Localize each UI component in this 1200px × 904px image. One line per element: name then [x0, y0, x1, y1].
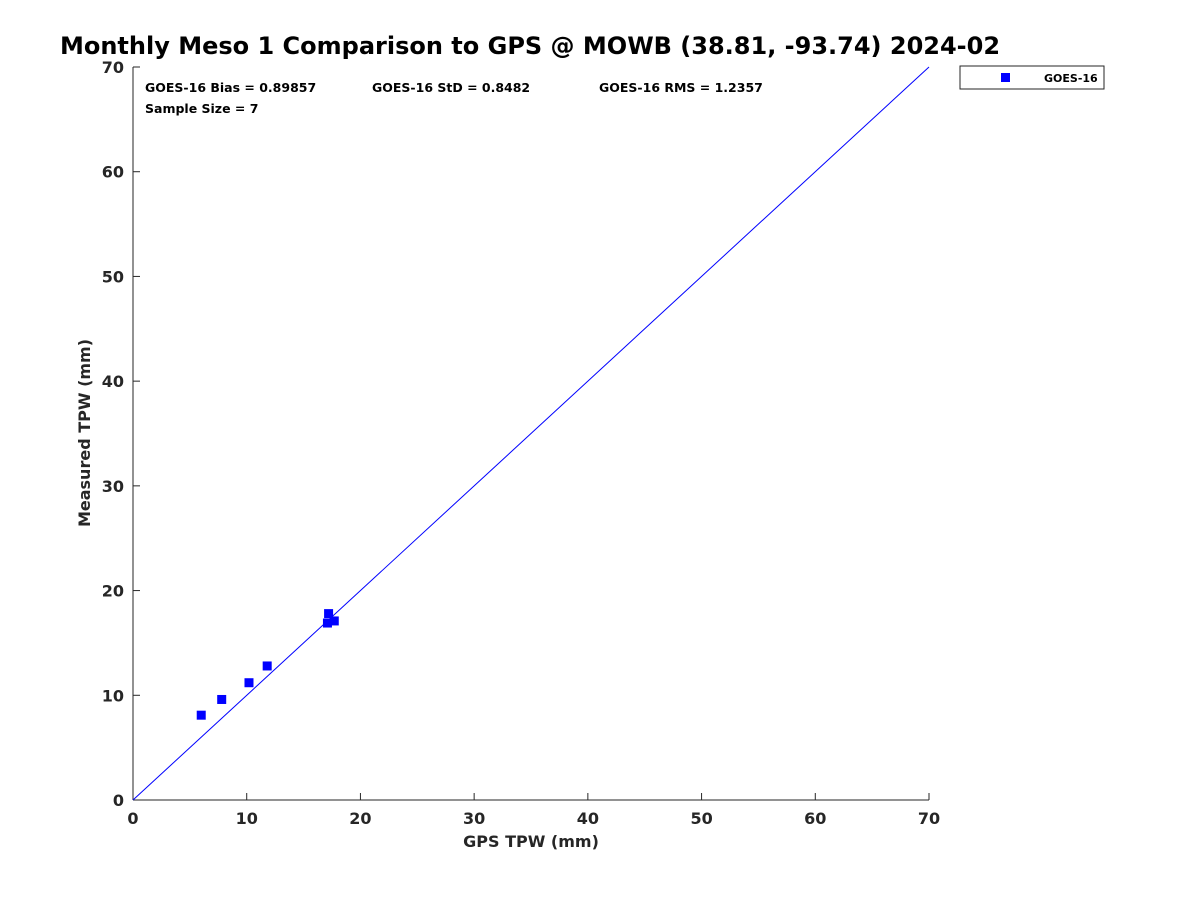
data-point: [322, 618, 332, 628]
y-tick-label: 40: [102, 372, 124, 391]
y-axis-label: Measured TPW (mm): [75, 339, 94, 527]
sample-size-stat: Sample Size = 7: [145, 101, 258, 116]
x-tick-label: 50: [690, 809, 712, 828]
data-point: [329, 616, 339, 626]
rms-stat: GOES-16 RMS = 1.2357: [599, 80, 763, 95]
x-tick-label: 70: [918, 809, 940, 828]
x-tick-label: 0: [127, 809, 138, 828]
one-to-one-line: [132, 66, 930, 801]
legend-label-goes16: GOES-16: [1044, 72, 1098, 85]
x-tick-label: 10: [236, 809, 258, 828]
x-axis-label: GPS TPW (mm): [463, 832, 599, 851]
y-tick-label: 70: [102, 58, 124, 77]
y-tick-label: 60: [102, 163, 124, 182]
chart-title: Monthly Meso 1 Comparison to GPS @ MOWB …: [60, 32, 1000, 60]
data-point: [196, 710, 206, 720]
bias-stat: GOES-16 Bias = 0.89857: [145, 80, 316, 95]
legend: GOES-16: [959, 65, 1105, 90]
legend-marker-goes16: [1001, 73, 1010, 82]
data-point: [324, 609, 334, 619]
y-tick-label: 10: [102, 686, 124, 705]
y-tick-label: 20: [102, 582, 124, 601]
data-point: [262, 661, 272, 671]
x-tick-label: 40: [577, 809, 599, 828]
data-point: [217, 694, 227, 704]
std-stat: GOES-16 StD = 0.8482: [372, 80, 530, 95]
x-tick-label: 30: [463, 809, 485, 828]
plot-area: 0 10 20 30 40 50 60 70 0 10 20 30 40 50 60 70: [102, 58, 940, 828]
x-tick-label: 20: [349, 809, 371, 828]
x-tick-label: 60: [804, 809, 826, 828]
y-tick-label: 50: [102, 267, 124, 286]
y-tick-label: 30: [102, 477, 124, 496]
legend-box: [959, 65, 1105, 90]
data-point: [244, 678, 254, 688]
y-tick-label: 0: [113, 791, 124, 810]
